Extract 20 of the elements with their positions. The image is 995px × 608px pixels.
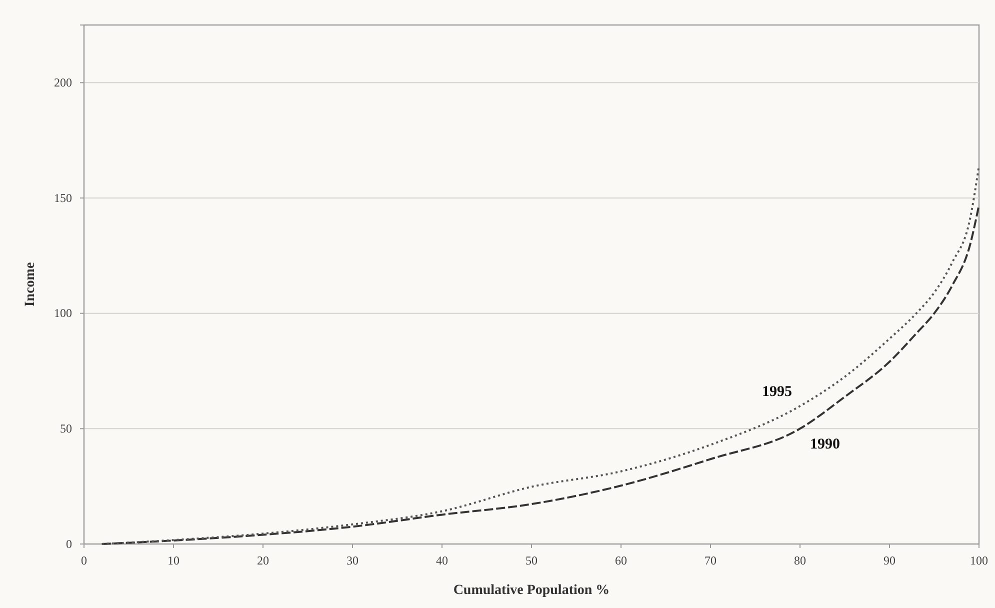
x-tick-label: 20 xyxy=(257,554,269,568)
x-tick-label: 80 xyxy=(794,554,806,568)
x-tick-label: 0 xyxy=(81,554,87,568)
y-tick-label: 150 xyxy=(54,190,72,205)
series-label: 1990 xyxy=(810,436,840,453)
series-label: 1995 xyxy=(762,384,792,400)
x-tick-label: 10 xyxy=(168,554,180,568)
y-tick-label: 100 xyxy=(54,306,72,320)
x-tick-label: 70 xyxy=(704,554,716,568)
x-axis-title: Cumulative Population % xyxy=(453,583,610,598)
y-axis-title: Income xyxy=(23,262,38,307)
x-tick-label: 40 xyxy=(436,554,448,568)
x-tick-label: 30 xyxy=(346,554,358,568)
x-tick-label: 90 xyxy=(884,554,896,568)
y-tick-label: 200 xyxy=(54,76,72,90)
x-tick-label: 50 xyxy=(526,554,538,568)
x-tick-label: 100 xyxy=(970,554,988,568)
x-tick-label: 60 xyxy=(615,554,627,568)
y-tick-label: 50 xyxy=(60,422,72,436)
y-tick-label: 0 xyxy=(66,536,72,551)
